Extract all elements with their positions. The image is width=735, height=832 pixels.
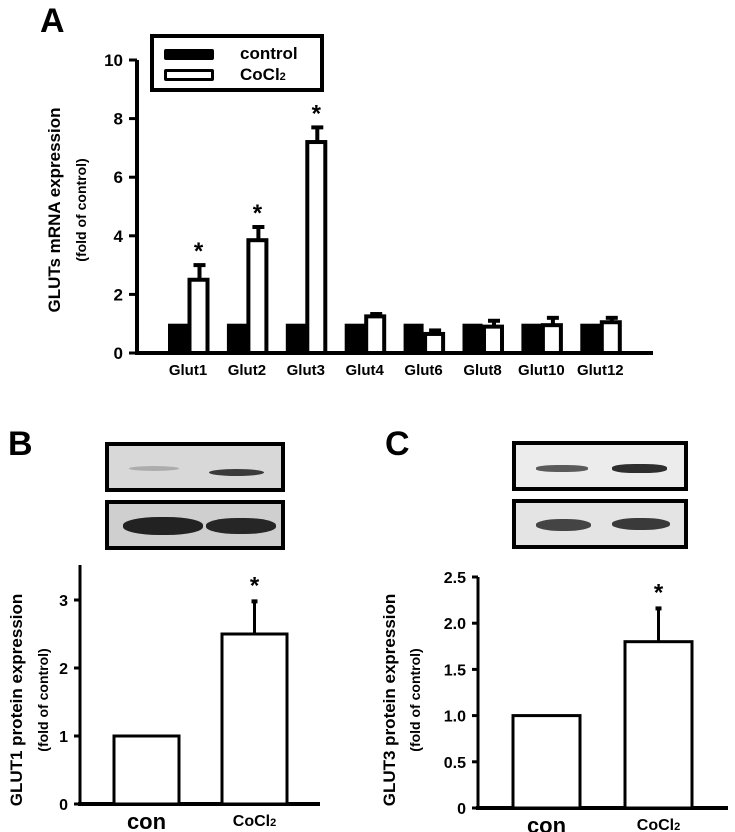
y-tick-label-b: 1 xyxy=(59,729,68,746)
blot-band-con xyxy=(123,517,203,535)
bar-cocl2-glut12 xyxy=(599,320,622,355)
x-tick-label-a: Glut10 xyxy=(518,362,565,379)
western-blot-glut3 xyxy=(512,441,688,491)
blot-band-cocl2 xyxy=(206,518,276,534)
bar-cocl2-glut1 xyxy=(187,277,210,355)
bar-cocl2-c xyxy=(623,640,694,810)
y-axis-label-a: GLUTs mRNA expression xyxy=(45,108,64,313)
y-tick-label-c: 2.5 xyxy=(444,570,466,587)
western-blot-loading-control-b xyxy=(105,500,285,550)
blot-band-con xyxy=(536,465,588,472)
legend-item-cocl2: CoCl2 xyxy=(164,65,286,84)
legend: control CoCl2 xyxy=(150,34,324,92)
legend-item-control: control xyxy=(164,44,298,63)
y-tick-label-b: 2 xyxy=(59,661,68,678)
blot-band-cocl2 xyxy=(612,464,667,473)
blot-band-con xyxy=(536,519,591,531)
y-axis-sublabel-c: (fold of control) xyxy=(407,648,423,751)
significance-star: * xyxy=(312,100,322,127)
bar-cocl2-glut4 xyxy=(364,314,387,355)
y-tick-label-c: 0 xyxy=(457,801,466,818)
blot-band-con xyxy=(129,466,179,471)
significance-star: * xyxy=(654,579,664,606)
panel-letter-c: C xyxy=(385,425,410,463)
western-blot-loading-control-c xyxy=(512,499,688,549)
western-blot-glut1 xyxy=(105,442,285,492)
significance-star: * xyxy=(253,200,263,227)
x-tick-label-a: Glut8 xyxy=(463,362,501,379)
y-axis-label-b: GLUT1 protein expression xyxy=(7,594,26,807)
y-tick-label-a: 10 xyxy=(104,51,123,70)
y-tick-label-a: 6 xyxy=(114,168,123,187)
y-tick-label-c: 2.0 xyxy=(444,616,466,633)
y-tick-label-a: 4 xyxy=(114,227,124,246)
y-tick-label-b: 0 xyxy=(59,797,68,814)
bar-control-glut10 xyxy=(521,323,542,353)
bar-con-c xyxy=(511,714,582,810)
x-tick-label-cocl2-b: CoCl2 xyxy=(233,813,276,830)
blot-band-cocl2 xyxy=(209,469,264,476)
y-tick-label-a: 8 xyxy=(114,110,123,129)
y-tick-label-c: 1.5 xyxy=(444,662,466,679)
bar-control-glut8 xyxy=(462,323,483,353)
significance-star: * xyxy=(250,572,260,599)
panel-letter-a: A xyxy=(40,2,65,40)
y-tick-label-a: 0 xyxy=(114,344,123,363)
bar-control-glut3 xyxy=(285,323,306,353)
y-tick-label-c: 0.5 xyxy=(444,755,466,772)
bar-cocl2-glut3 xyxy=(305,140,328,355)
y-axis-label-c: GLUT3 protein expression xyxy=(380,594,399,807)
y-axis-sublabel-a: (fold of control) xyxy=(73,158,89,261)
legend-label-cocl2: CoCl2 xyxy=(240,65,286,84)
blot-band-cocl2 xyxy=(612,518,670,530)
bar-cocl2-glut10 xyxy=(540,323,563,356)
x-tick-label-con-b: con xyxy=(127,809,166,832)
y-axis-sublabel-b: (fold of control) xyxy=(35,648,51,751)
legend-swatch-control xyxy=(164,48,214,60)
x-tick-label-cocl2-c: CoCl2 xyxy=(637,817,680,832)
legend-label-control: control xyxy=(240,44,298,63)
x-tick-label-a: Glut4 xyxy=(346,362,385,379)
bar-control-glut2 xyxy=(226,323,247,353)
bar-control-glut6 xyxy=(403,323,424,353)
bar-cocl2-glut8 xyxy=(482,324,504,356)
y-tick-label-a: 2 xyxy=(114,285,123,304)
bar-control-glut12 xyxy=(580,323,601,353)
bar-cocl2-glut6 xyxy=(423,331,446,355)
significance-star: * xyxy=(194,238,204,265)
x-tick-label-a: Glut2 xyxy=(228,362,266,379)
bar-cocl2-glut2 xyxy=(246,238,269,356)
bar-control-glut4 xyxy=(344,323,365,353)
x-tick-label-a: Glut12 xyxy=(577,362,624,379)
panel-letter-b: B xyxy=(8,425,33,463)
legend-swatch-cocl2 xyxy=(164,69,214,81)
x-tick-label-a: Glut1 xyxy=(169,362,207,379)
bar-cocl2-b xyxy=(220,632,289,806)
y-tick-label-c: 1.0 xyxy=(444,709,466,726)
bar-con-b xyxy=(112,734,181,806)
bar-control-glut1 xyxy=(168,323,188,353)
x-tick-label-a: Glut3 xyxy=(287,362,325,379)
y-tick-label-b: 3 xyxy=(59,593,68,610)
x-tick-label-a: Glut6 xyxy=(404,362,442,379)
x-tick-label-con-c: con xyxy=(527,813,566,832)
